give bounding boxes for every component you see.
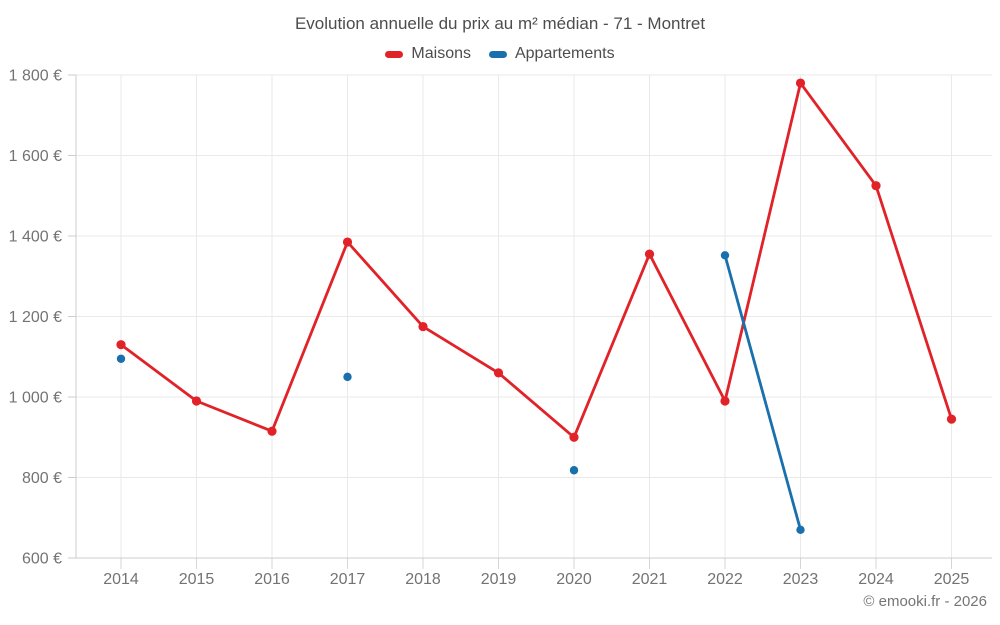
legend-item-appartements[interactable]: Appartements <box>488 45 615 63</box>
maisons-line <box>119 81 953 439</box>
data-point-appartements-2020[interactable] <box>569 466 579 475</box>
x-axis-label: 2016 <box>254 571 290 588</box>
x-axis-label: 2025 <box>934 571 970 588</box>
appartements-line <box>723 253 802 532</box>
x-axis-label: 2014 <box>103 571 139 588</box>
x-axis-label: 2017 <box>330 571 366 588</box>
y-axis-label: 1 800 € <box>9 68 62 85</box>
y-axis-label: 600 € <box>22 551 62 568</box>
x-axis-label: 2019 <box>481 571 517 588</box>
data-point-maisons-2019[interactable] <box>493 368 504 378</box>
data-point-appartements-2017[interactable] <box>343 372 352 382</box>
legend-item-maisons[interactable]: Maisons <box>385 45 471 63</box>
x-axis-label: 2022 <box>707 571 743 588</box>
data-point-maisons-2016[interactable] <box>267 426 277 436</box>
maisons-legend-label: Maisons <box>411 45 471 62</box>
x-axis-label: 2018 <box>405 571 441 588</box>
data-point-maisons-2018[interactable] <box>418 321 428 332</box>
appartements-legend-label: Appartements <box>514 45 615 62</box>
data-point-maisons-2021[interactable] <box>644 249 655 259</box>
maisons-legend-swatch-icon <box>385 50 404 58</box>
x-axis-label: 2020 <box>556 571 592 588</box>
x-axis-label: 2015 <box>179 571 215 588</box>
data-point-maisons-2017[interactable] <box>342 237 353 247</box>
y-axis-label: 1 400 € <box>9 229 62 246</box>
data-point-maisons-2015[interactable] <box>191 396 202 406</box>
data-point-maisons-2024[interactable] <box>871 181 881 191</box>
y-axis-label: 1 000 € <box>9 390 62 407</box>
x-axis-label: 2024 <box>858 571 894 588</box>
chart-legend: Maisons Appartements <box>0 45 1000 63</box>
appartements-legend-swatch-icon <box>488 50 507 58</box>
y-axis-label: 1 200 € <box>9 309 62 326</box>
data-point-maisons-2014[interactable] <box>116 340 126 350</box>
x-axis-label: 2021 <box>632 571 668 588</box>
data-point-maisons-2025[interactable] <box>946 414 957 424</box>
data-point-maisons-2020[interactable] <box>569 432 579 442</box>
data-point-appartements-2022[interactable] <box>720 251 730 260</box>
data-point-maisons-2023[interactable] <box>795 78 806 88</box>
data-point-maisons-2022[interactable] <box>720 396 730 406</box>
y-axis-label: 1 600 € <box>9 148 62 165</box>
data-point-appartements-2023[interactable] <box>796 525 805 535</box>
data-point-appartements-2014[interactable] <box>116 354 126 363</box>
x-axis-label: 2023 <box>783 571 819 588</box>
footer-credit: © emooki.fr - 2026 <box>863 593 987 610</box>
chart-title: Evolution annuelle du prix au m² médian … <box>294 14 706 33</box>
y-axis-label: 800 € <box>22 470 62 487</box>
